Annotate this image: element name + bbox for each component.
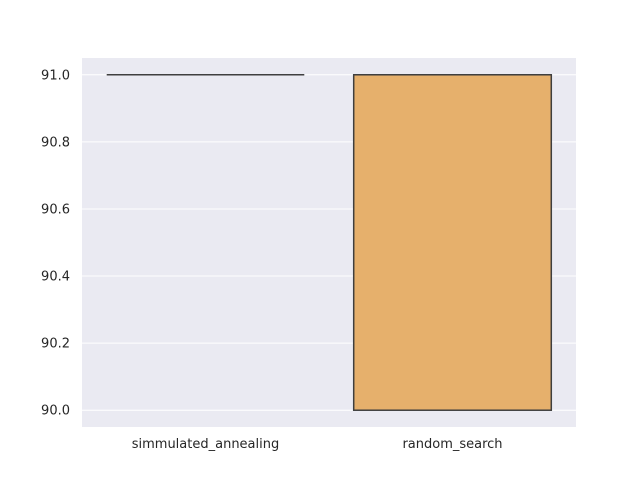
x-tick-label: random_search: [402, 437, 502, 452]
box-body: [352, 74, 553, 411]
box-random_search: [352, 74, 553, 411]
y-tick-labels: 90.0 90.2 90.4 90.6 90.8 91.0: [41, 68, 70, 418]
y-tick-label: 90.8: [41, 135, 70, 150]
y-tick-label: 91.0: [41, 68, 70, 83]
boxes: [106, 74, 553, 411]
x-tick-labels: simmulated_annealing random_search: [132, 437, 503, 452]
x-tick-label: simmulated_annealing: [132, 437, 280, 452]
y-tick-label: 90.2: [41, 337, 70, 352]
y-tick-label: 90.6: [41, 202, 70, 217]
y-tick-label: 90.4: [41, 270, 70, 285]
y-tick-label: 90.0: [41, 404, 70, 419]
